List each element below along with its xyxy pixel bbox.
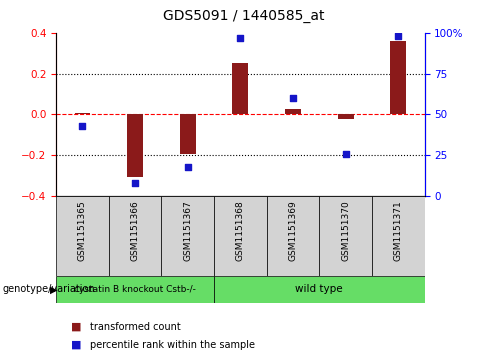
Text: GSM1151367: GSM1151367 bbox=[183, 200, 192, 261]
Point bbox=[184, 164, 192, 170]
Point bbox=[342, 151, 349, 156]
Bar bbox=[285, 109, 301, 114]
Point bbox=[131, 180, 139, 186]
Text: percentile rank within the sample: percentile rank within the sample bbox=[90, 340, 255, 350]
Bar bbox=[338, 114, 353, 119]
Text: cystatin B knockout Cstb-/-: cystatin B knockout Cstb-/- bbox=[74, 285, 196, 294]
Text: GSM1151369: GSM1151369 bbox=[288, 200, 298, 261]
Text: GSM1151365: GSM1151365 bbox=[78, 200, 87, 261]
Bar bbox=[127, 114, 143, 177]
FancyBboxPatch shape bbox=[266, 196, 319, 276]
Text: genotype/variation: genotype/variation bbox=[2, 285, 95, 294]
FancyBboxPatch shape bbox=[319, 196, 372, 276]
FancyBboxPatch shape bbox=[214, 276, 425, 303]
Text: GSM1151368: GSM1151368 bbox=[236, 200, 245, 261]
Text: GSM1151370: GSM1151370 bbox=[341, 200, 350, 261]
Text: transformed count: transformed count bbox=[90, 322, 181, 332]
Bar bbox=[232, 63, 248, 114]
Point bbox=[79, 123, 86, 129]
FancyBboxPatch shape bbox=[162, 196, 214, 276]
FancyBboxPatch shape bbox=[56, 196, 109, 276]
FancyBboxPatch shape bbox=[109, 196, 162, 276]
Text: GSM1151366: GSM1151366 bbox=[131, 200, 140, 261]
Bar bbox=[75, 113, 90, 114]
Text: GSM1151371: GSM1151371 bbox=[394, 200, 403, 261]
Point bbox=[289, 95, 297, 101]
Point bbox=[394, 33, 402, 39]
FancyBboxPatch shape bbox=[56, 276, 214, 303]
Text: wild type: wild type bbox=[295, 285, 343, 294]
Bar bbox=[180, 114, 196, 154]
FancyBboxPatch shape bbox=[372, 196, 425, 276]
Bar bbox=[390, 41, 406, 114]
Text: GDS5091 / 1440585_at: GDS5091 / 1440585_at bbox=[163, 9, 325, 23]
FancyBboxPatch shape bbox=[214, 196, 266, 276]
Text: ■: ■ bbox=[71, 340, 81, 350]
Point bbox=[237, 35, 244, 41]
Text: ▶: ▶ bbox=[50, 285, 58, 294]
Text: ■: ■ bbox=[71, 322, 81, 332]
